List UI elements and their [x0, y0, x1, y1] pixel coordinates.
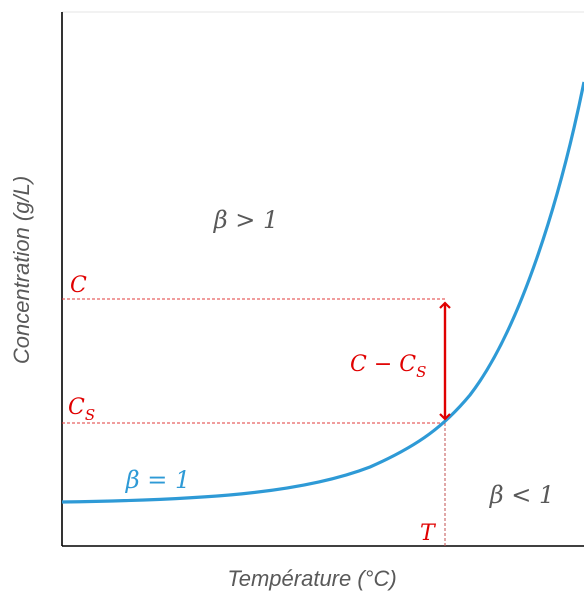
beta-less-label: β < 1: [489, 481, 555, 509]
concentration-label: C: [70, 273, 87, 298]
x-axis-label: Température (°C): [227, 566, 397, 591]
concentration-difference-label: C − CS: [350, 352, 426, 381]
temperature-marker-label: T: [420, 521, 437, 546]
y-axis-label: Concentration (g/L): [9, 175, 34, 365]
saturation-concentration-label: CS: [68, 395, 95, 424]
solubility-curve: [61, 81, 584, 504]
beta-equal-label: β = 1: [125, 466, 191, 494]
beta-greater-label: β > 1: [213, 206, 279, 234]
